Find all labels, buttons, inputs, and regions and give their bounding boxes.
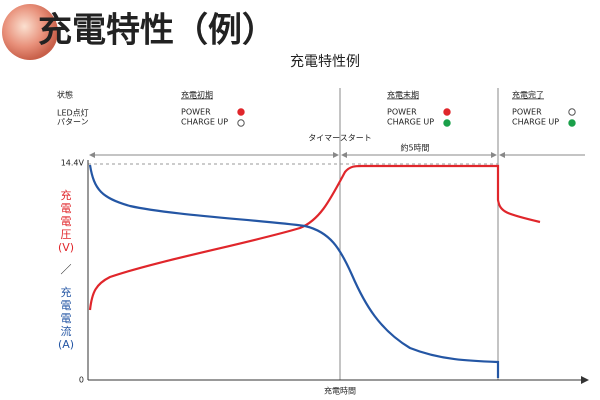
voltage-label: 電 xyxy=(61,215,72,228)
current-curve xyxy=(88,164,500,378)
timer-label: タイマースタート xyxy=(308,134,372,143)
led-dot xyxy=(443,108,451,116)
x-label: 充電時間 xyxy=(324,386,356,396)
current-label: (A) xyxy=(58,338,74,351)
duration-label: 約5時間 xyxy=(400,143,429,153)
y-top-label: 14.4V xyxy=(61,159,85,168)
led-charge: CHARGE UP xyxy=(181,118,228,127)
current-label: 電 xyxy=(61,312,72,325)
led-dot xyxy=(443,119,451,127)
current-label: 充 xyxy=(61,285,72,299)
led-power: POWER xyxy=(181,108,211,117)
led-dot xyxy=(568,108,576,116)
led-dot xyxy=(237,119,245,127)
led-power: POWER xyxy=(387,108,417,117)
led-dot xyxy=(237,108,245,116)
current-label: 流 xyxy=(61,324,72,338)
led-label: パターン xyxy=(57,118,89,127)
slash: ／ xyxy=(61,263,72,276)
current-label: 電 xyxy=(61,299,72,312)
led-dot xyxy=(568,119,576,127)
voltage-label: 圧 xyxy=(61,228,72,241)
led-power: POWER xyxy=(512,108,542,117)
title-icon xyxy=(2,4,58,60)
phase-name: 充電初期 xyxy=(181,90,213,100)
phase-name: 充電完了 xyxy=(512,90,544,100)
title: 充電特性（例） xyxy=(38,11,276,51)
subtitle: 充電特性例 xyxy=(290,54,360,70)
status-label: 状態 xyxy=(57,90,73,100)
voltage-label: 充 xyxy=(61,188,72,202)
voltage-label: 電 xyxy=(61,202,72,215)
led-charge: CHARGE UP xyxy=(387,118,434,127)
led-label: LED点灯 xyxy=(57,108,89,118)
voltage-curve xyxy=(88,164,541,311)
led-charge: CHARGE UP xyxy=(512,118,559,127)
phase-name: 充電末期 xyxy=(387,90,419,100)
voltage-label: (V) xyxy=(58,241,74,254)
y-zero-label: 0 xyxy=(79,376,84,385)
